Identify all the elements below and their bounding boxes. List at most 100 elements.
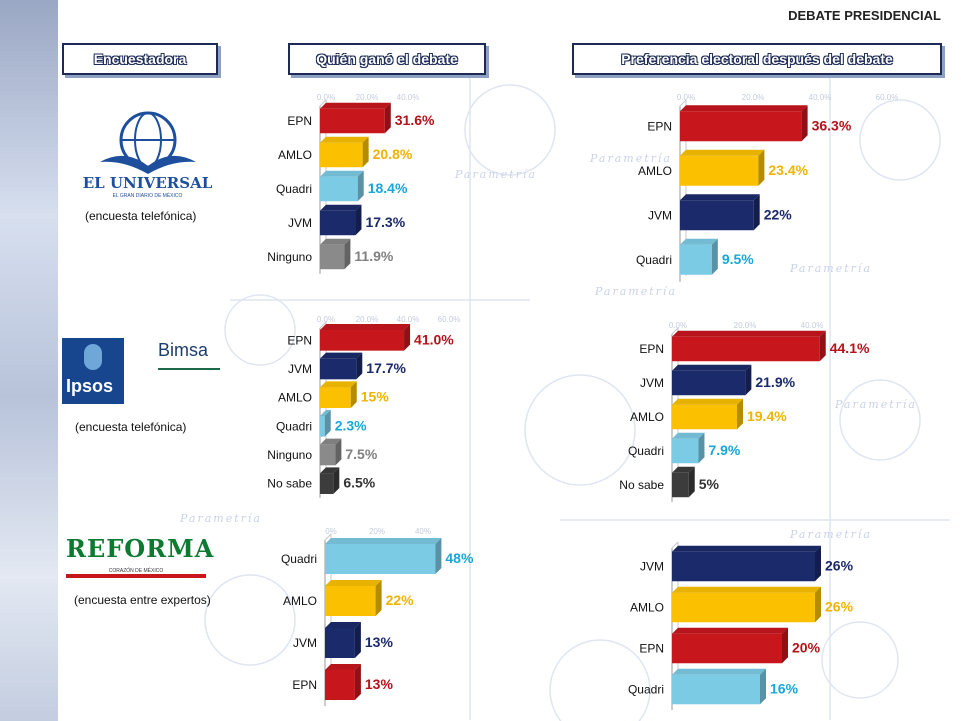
data-label: 7.9% — [708, 442, 740, 458]
chart-ipsos-who-won: 0.0% 20.0% 40.0% 60.0% EPN 41.0% JVM 17.7% AMLO 1… — [250, 314, 480, 500]
bar-group — [320, 381, 357, 408]
method-note-reforma: (encuesta entre expertos) — [74, 593, 211, 607]
bar-group — [320, 410, 331, 437]
bar-top — [320, 467, 340, 474]
reforma-wordmark: REFORMA — [66, 534, 215, 563]
chart-reforma-preference: JVM 26% AMLO 26% EPN 20% Quadri 16% — [590, 534, 910, 712]
data-label: 6.5% — [343, 475, 375, 491]
reforma-logo: REFORMA CORAZÓN DE MÉXICO — [66, 530, 213, 578]
data-label: 16% — [770, 681, 799, 697]
category-label: AMLO — [278, 391, 312, 405]
bar-top — [672, 586, 821, 593]
bar — [672, 633, 782, 664]
chart-ipsos-preference: 0.0% 20.0% 40.0% EPN 44.1% JVM 21.9% AMLO 19.4% Q… — [590, 320, 910, 504]
chart-reforma-who-won: 0% 20% 40% Quadri 48% AMLO 22% JVM 13% EPN 13% — [250, 526, 480, 708]
category-label: Quadri — [276, 182, 312, 196]
bar-group — [325, 622, 361, 658]
bar-side — [350, 381, 357, 408]
bar-group — [320, 467, 340, 494]
bar — [680, 155, 759, 186]
bar-group — [320, 204, 362, 236]
ipsos-logo: Ipsos — [62, 338, 124, 404]
category-label: AMLO — [283, 594, 317, 608]
bar-group — [680, 238, 718, 275]
header-pollster: Encuestadora — [62, 43, 218, 75]
bar — [320, 176, 358, 202]
bar — [320, 416, 325, 437]
bar-top — [680, 238, 718, 245]
el-universal-logo: EL UNIVERSAL EL GRAN DIARIO DE MÉXICO — [80, 100, 215, 210]
bar — [320, 473, 334, 494]
category-label: No sabe — [267, 477, 312, 491]
tick-label: 20% — [369, 527, 385, 536]
data-label: 22% — [386, 592, 415, 608]
bar-group — [672, 627, 788, 664]
bar-side — [819, 330, 826, 362]
bar-side — [782, 627, 788, 664]
bar-side — [404, 324, 411, 351]
category-label: AMLO — [630, 601, 664, 615]
category-label: Ninguno — [267, 448, 312, 462]
bar-side — [815, 545, 821, 582]
bar — [325, 628, 355, 658]
method-note-ipsos: (encuesta telefónica) — [75, 420, 187, 434]
bar-group — [672, 432, 705, 464]
data-label: 9.5% — [722, 251, 754, 267]
category-label: Quadri — [628, 444, 664, 458]
bar-side — [355, 204, 362, 236]
bar-top — [320, 438, 342, 445]
bar-top — [672, 364, 752, 371]
data-label: 13% — [365, 676, 394, 692]
bar-side — [711, 238, 718, 275]
bar-top — [672, 668, 766, 675]
tick-label: 40.0% — [809, 93, 832, 102]
bar — [672, 592, 815, 623]
ipsos-mark-icon — [84, 344, 102, 370]
data-label: 26% — [825, 599, 854, 615]
bar-group — [672, 364, 752, 396]
tick-label: 0.0% — [317, 315, 335, 324]
bar-side — [344, 238, 351, 270]
tick-label: 60.0% — [438, 315, 461, 324]
data-label: 21.9% — [755, 374, 795, 390]
tick-label: 20.0% — [356, 93, 379, 102]
bar-chart-svg: 0.0% 20.0% 40.0% EPN 44.1% JVM 21.9% AMLO 19.4% Q… — [619, 321, 870, 502]
bar-top — [680, 105, 808, 112]
bar-side — [354, 622, 361, 658]
bar-side — [736, 398, 743, 430]
data-label: 11.9% — [354, 248, 393, 264]
bar-top — [320, 410, 331, 417]
bimsa-wordmark: Bimsa — [158, 340, 209, 360]
bar-side — [760, 668, 766, 705]
bar-top — [325, 580, 382, 586]
bar-side — [688, 466, 695, 498]
bar-group — [680, 105, 808, 142]
bar-chart-svg: 0.0% 20.0% 40.0% 60.0% EPN 36.3% AMLO 23.4% JVM 2… — [636, 93, 898, 282]
tick-label: 40% — [415, 527, 431, 536]
bar — [672, 336, 820, 362]
watermark-text: Parametría — [595, 285, 677, 298]
data-label: 23.4% — [768, 162, 808, 178]
bar — [325, 586, 376, 616]
bar — [672, 404, 737, 430]
bar-top — [672, 627, 788, 634]
bar-group — [320, 136, 369, 168]
axis-line — [679, 99, 687, 107]
bar-chart-svg: 0% 20% 40% Quadri 48% AMLO 22% JVM 13% EPN 13% — [281, 527, 474, 706]
bar-group — [672, 668, 766, 705]
tick-label: 40.0% — [397, 315, 420, 324]
data-label: 26% — [825, 558, 854, 574]
bar-side — [753, 194, 760, 231]
bar-group — [325, 580, 382, 616]
watermark-text: Parametría — [180, 512, 262, 525]
axis-line — [671, 327, 679, 335]
data-label: 15% — [361, 389, 390, 405]
bar — [325, 670, 355, 700]
bar-group — [325, 538, 442, 574]
bar-side — [354, 664, 361, 700]
bar — [320, 108, 385, 134]
bar — [320, 358, 357, 380]
method-note-el-universal: (encuesta telefónica) — [85, 209, 197, 223]
bar — [672, 438, 699, 464]
bar-top — [320, 352, 363, 359]
